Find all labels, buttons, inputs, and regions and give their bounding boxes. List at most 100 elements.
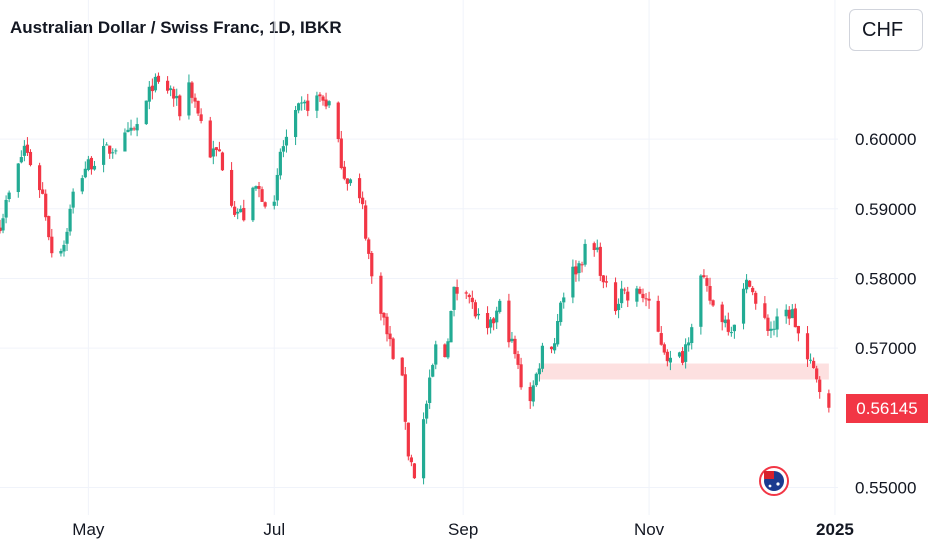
candle-body (793, 308, 797, 328)
candle-body (178, 95, 182, 117)
candle-body (278, 151, 282, 176)
candle-body (528, 386, 532, 402)
candle-body (44, 193, 48, 218)
candle-body (199, 114, 203, 121)
candle-body (644, 298, 648, 300)
candle-body (315, 95, 319, 111)
x-tick-label: 2025 (816, 520, 854, 539)
candle-body (732, 324, 736, 332)
candles-layer (0, 72, 831, 485)
y-tick-label: 0.57000 (855, 339, 916, 358)
candle-body (583, 243, 587, 265)
candle-body (598, 246, 602, 276)
candle-body (318, 94, 322, 97)
candle-body (489, 319, 493, 328)
candle-body (272, 201, 276, 206)
candle-body (818, 379, 822, 393)
candle-body (38, 165, 42, 191)
candle-body (275, 174, 279, 201)
candle-body (425, 403, 429, 419)
candle-body (150, 85, 154, 92)
candle-body (4, 199, 8, 218)
candle-body (293, 110, 298, 138)
candle-body (211, 148, 215, 157)
candle-body (220, 152, 225, 171)
candle-body (815, 368, 819, 380)
candle-body (108, 145, 112, 154)
candle-body (153, 76, 158, 91)
candle-body (680, 351, 685, 363)
candle-body (306, 100, 310, 111)
candle-body (473, 302, 477, 317)
candle-body (361, 197, 365, 205)
candle-body (364, 205, 368, 239)
support-zone-layer (539, 363, 829, 380)
candle-body (260, 189, 264, 202)
event-marker-layer[interactable] (759, 466, 790, 496)
candle-body (601, 275, 605, 283)
candle-body (580, 264, 584, 266)
candle-body (102, 145, 106, 165)
candle-body (229, 169, 234, 206)
candle-body (321, 96, 325, 101)
candle-body (239, 208, 243, 213)
candle-body (217, 149, 222, 152)
candle-body (409, 457, 413, 463)
candle-body (705, 278, 709, 286)
candle-body (665, 351, 669, 362)
candle-body (516, 354, 520, 365)
candle-body (342, 166, 346, 179)
candle-body (263, 202, 267, 207)
candle-body (41, 189, 45, 194)
candle-body (406, 422, 410, 457)
candle-body (156, 75, 161, 82)
candle-body (604, 281, 609, 283)
candle-body (123, 132, 127, 152)
candle-body (208, 120, 212, 158)
currency-button[interactable]: CHF (849, 9, 923, 51)
candle-body (638, 288, 642, 294)
candle-body (485, 313, 490, 329)
candle-body (787, 309, 791, 319)
candle-body (699, 275, 703, 327)
candle-body (476, 313, 481, 316)
candle-body (297, 103, 301, 111)
candle-body (0, 227, 2, 232)
candle-body (498, 300, 502, 312)
candle-body (92, 165, 97, 170)
candle-body (464, 292, 468, 294)
candle-body (635, 288, 639, 302)
candle-body (744, 279, 749, 290)
candle-body (790, 309, 794, 319)
candle-body (452, 286, 456, 310)
candle-body (114, 150, 118, 152)
x-tick-label: Sep (448, 520, 478, 539)
candle-body (25, 144, 30, 153)
y-tick-label: 0.59000 (855, 200, 916, 219)
candle-body (190, 82, 194, 98)
candle-body (775, 316, 779, 330)
candle-body (135, 124, 139, 131)
candle-body (687, 342, 691, 346)
candle-body (370, 253, 374, 277)
candle-body (513, 338, 517, 355)
candle-body (336, 102, 340, 140)
support-zone (539, 363, 829, 380)
candle-body (684, 344, 688, 362)
candle-body (549, 346, 554, 350)
candle-body (147, 86, 151, 102)
candle-body (668, 357, 672, 363)
candle-body (537, 368, 541, 375)
candle-body (7, 192, 11, 200)
candle-body (68, 208, 72, 232)
candle-body (144, 100, 148, 125)
candle-body (242, 207, 246, 221)
candle-body (559, 302, 563, 323)
x-axis: May Jul Sep Nov 2025 (72, 520, 854, 539)
candle-body (659, 333, 663, 345)
candle-body (251, 187, 255, 221)
candle-body (446, 341, 450, 358)
candle-body (86, 159, 90, 170)
candle-body (132, 128, 136, 130)
